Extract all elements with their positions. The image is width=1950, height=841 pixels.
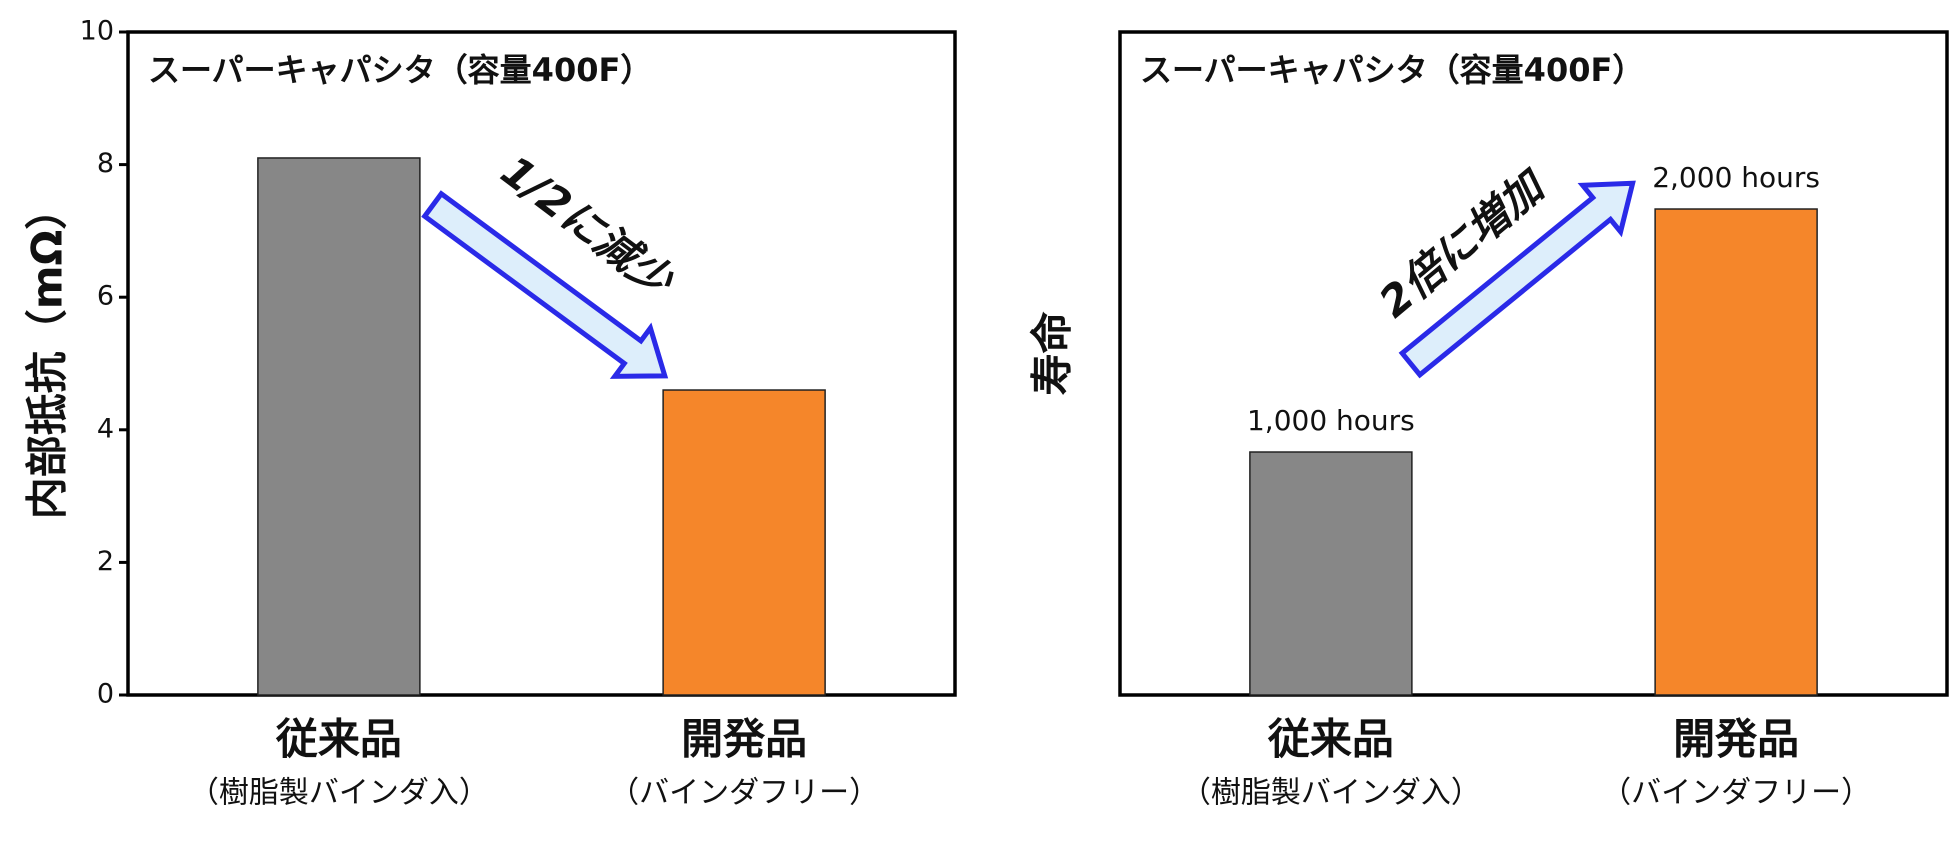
category-note: （バインダフリー） <box>609 776 879 811</box>
x-tick-label: 従来品 <box>1267 715 1394 764</box>
category-note: （樹脂製バインダ入） <box>189 776 489 811</box>
y-axis-label: 内部抵抗（mΩ） <box>23 188 72 519</box>
value-label: 1,000 hours <box>1247 404 1415 437</box>
bar <box>257 157 421 696</box>
arrow-increase <box>1398 180 1636 379</box>
arrow-decrease <box>421 190 669 379</box>
chart-title: スーパーキャパシタ（容量400F） <box>148 51 652 89</box>
y-tick-label: 2 <box>97 546 114 577</box>
category-note: （樹脂製バインダ入） <box>1181 776 1481 811</box>
chart-title: スーパーキャパシタ（容量400F） <box>1140 51 1644 89</box>
y-tick-label: 10 <box>80 16 114 47</box>
x-tick-label: 開発品 <box>1673 715 1799 764</box>
bar <box>1654 208 1818 696</box>
category-note: （バインダフリー） <box>1601 776 1871 811</box>
y-tick-label: 4 <box>97 413 114 444</box>
y-axis-label: 寿命 <box>1028 311 1077 395</box>
x-tick-label: 従来品 <box>275 715 402 764</box>
plot-frame <box>126 30 957 697</box>
value-label: 2,000 hours <box>1652 161 1820 194</box>
y-tick-label: 8 <box>97 148 114 179</box>
x-tick-label: 開発品 <box>681 715 807 764</box>
y-tick-label: 0 <box>97 679 114 710</box>
y-tick-label: 6 <box>97 281 114 312</box>
bar <box>662 389 826 696</box>
plot-frame <box>1118 30 1949 697</box>
bar <box>1249 451 1413 696</box>
